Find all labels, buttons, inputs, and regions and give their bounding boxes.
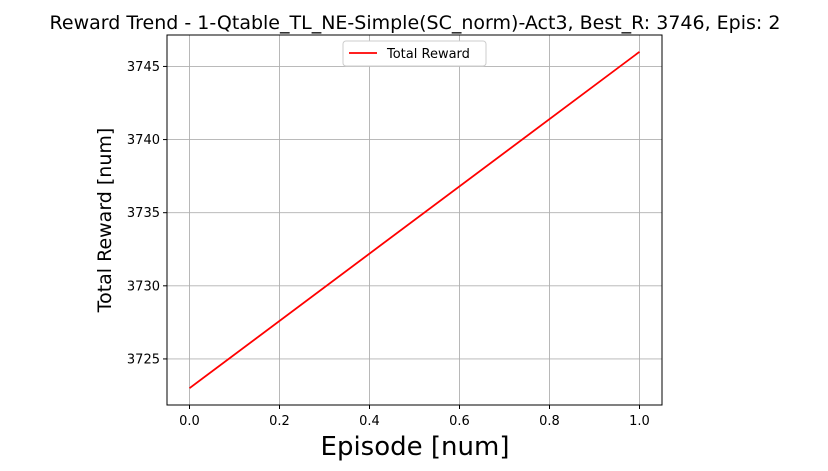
legend-label-total-reward: Total Reward (386, 47, 470, 62)
series-line-total-reward (188, 51, 641, 389)
x-tick-label: 0.2 (269, 414, 290, 429)
y-tick-label: 3745 (127, 60, 160, 75)
x-axis-ticks: 0.0 0.2 0.4 0.6 0.8 1.0 (179, 405, 650, 429)
x-tick-label: 0.8 (539, 414, 560, 429)
plot-frame (166, 34, 663, 406)
x-tick-label: 1.0 (629, 414, 650, 429)
y-tick-label: 3740 (127, 133, 160, 148)
chart-title: Reward Trend - 1-Qtable_TL_NE-Simple(SC_… (50, 12, 781, 34)
legend: Total Reward (342, 40, 487, 67)
y-axis-ticks: 3725 3730 3735 3740 3745 (127, 60, 167, 367)
legend-box (342, 40, 487, 67)
y-tick-label: 3735 (127, 206, 160, 221)
x-tick-label: 0.0 (179, 414, 200, 429)
series-layer (188, 51, 641, 389)
x-tick-label: 0.6 (449, 414, 470, 429)
y-axis-label: Total Reward [num] (94, 128, 116, 314)
x-axis-label: Episode [num] (321, 432, 510, 462)
y-tick-label: 3730 (127, 279, 160, 294)
y-tick-label: 3725 (127, 352, 160, 367)
x-tick-label: 0.4 (359, 414, 380, 429)
